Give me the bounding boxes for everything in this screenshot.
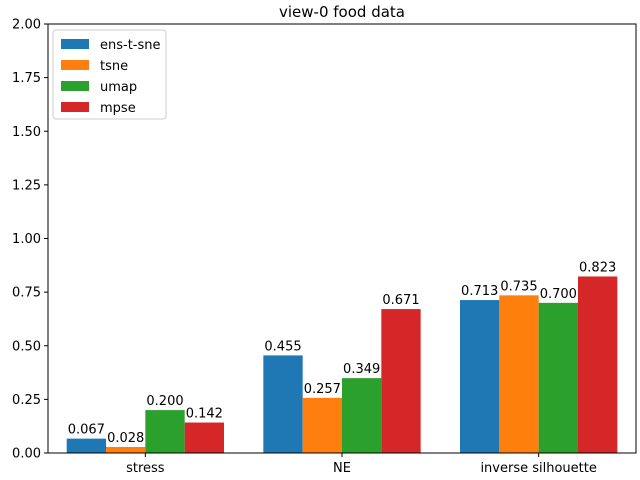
- bar-value-label: 0.455: [264, 339, 301, 354]
- y-tick-label: 1.75: [12, 71, 41, 86]
- legend-label-umap: umap: [100, 80, 137, 95]
- y-tick-label: 1.00: [12, 232, 41, 247]
- y-tick-label: 1.50: [12, 125, 41, 140]
- bar-ens-t-sne-ne: [263, 355, 303, 453]
- bar-value-label: 0.349: [343, 362, 380, 377]
- x-tick-label: inverse silhouette: [480, 461, 596, 476]
- y-tick-label: 2.00: [12, 18, 41, 33]
- bar-tsne-inverse-silhouette: [499, 295, 539, 453]
- legend-swatch-mpse: [61, 102, 89, 112]
- bar-tsne-ne: [302, 397, 342, 453]
- bar-value-label: 0.713: [461, 284, 498, 299]
- bar-umap-stress: [145, 410, 185, 453]
- legend: ens-t-sne tsne umap mpse: [52, 29, 167, 120]
- legend-swatch-tsne: [61, 60, 89, 70]
- legend-box: [52, 29, 167, 120]
- legend-label-ens-t-sne: ens-t-sne: [100, 38, 161, 53]
- bar-value-label: 0.067: [68, 423, 105, 438]
- x-tick-label: NE: [333, 461, 351, 476]
- bar-tsne-stress: [106, 446, 146, 453]
- bar-value-label: 0.700: [540, 287, 577, 302]
- bar-value-label: 0.671: [382, 293, 419, 308]
- legend-swatch-ens-t-sne: [61, 39, 89, 49]
- bars-layer: [66, 276, 618, 453]
- bar-value-label: 0.142: [186, 407, 223, 422]
- legend-label-mpse: mpse: [100, 101, 136, 116]
- bar-mpse-stress: [184, 422, 225, 453]
- chart-title: view-0 food data: [279, 3, 405, 21]
- bar-value-label: 0.823: [579, 260, 616, 275]
- axes-layer: 0.00 0.25 0.50 0.75 1.00 1.25 1.50 1.75 2.00 stre…: [12, 18, 637, 476]
- bar-ens-t-sne-inverse-silhouette: [459, 300, 500, 453]
- bar-value-label: 0.735: [500, 279, 537, 294]
- legend-swatch-umap: [61, 81, 89, 91]
- bar-umap-inverse-silhouette: [538, 302, 578, 453]
- y-tick-label: 0.75: [12, 286, 41, 301]
- legend-label-tsne: tsne: [100, 59, 128, 74]
- bar-value-label: 0.028: [107, 431, 144, 446]
- y-tick-label: 1.25: [12, 178, 41, 193]
- bar-value-label: 0.200: [146, 394, 183, 409]
- bar-labels-layer: 0.067 0.455 0.713 0.028 0.257 0.735 0.200 0.349…: [68, 260, 617, 446]
- y-tick-label: 0.25: [12, 393, 41, 408]
- x-tick-label: stress: [126, 461, 165, 476]
- y-tick-label: 0.50: [12, 339, 41, 354]
- bar-value-label: 0.257: [304, 382, 341, 397]
- bar-mpse-inverse-silhouette: [577, 276, 618, 453]
- bar-mpse-ne: [381, 309, 421, 453]
- bar-umap-ne: [342, 378, 382, 453]
- bar-ens-t-sne-stress: [66, 438, 107, 453]
- y-tick-label: 0.00: [12, 447, 41, 462]
